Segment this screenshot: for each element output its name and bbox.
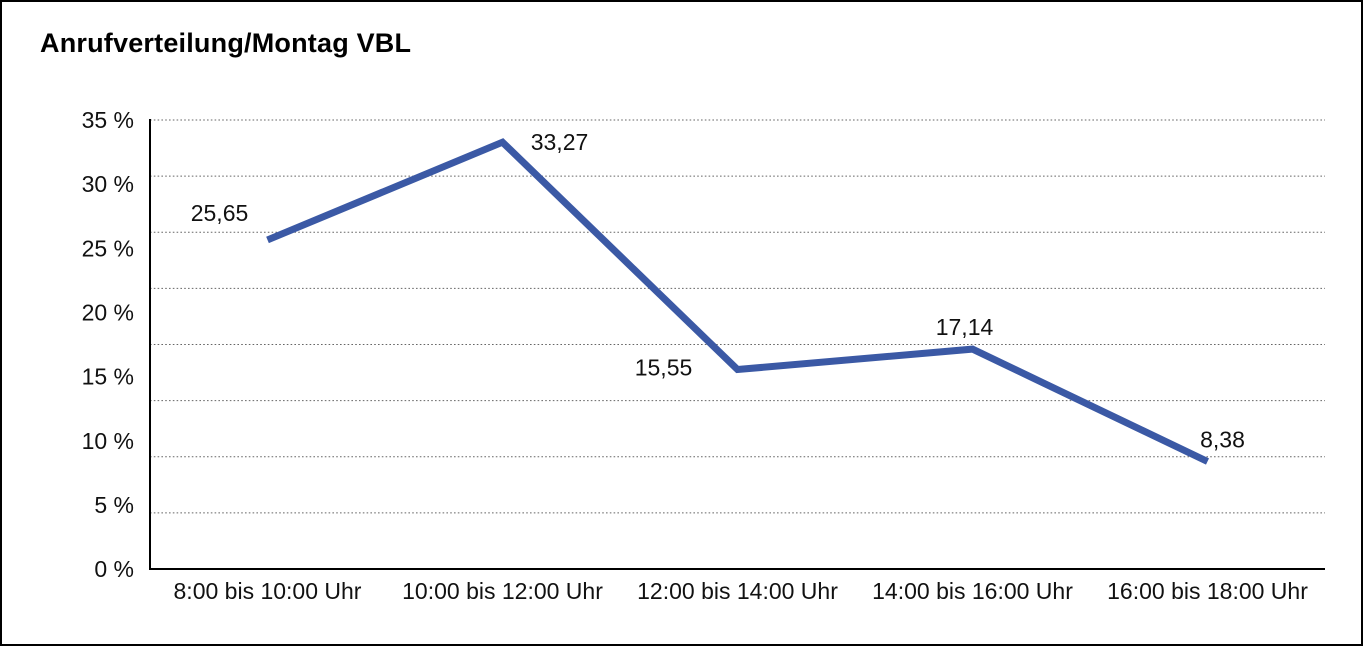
y-axis-tick-label: 35 % [82, 107, 134, 133]
x-axis-category-label: 12:00 bis 14:00 Uhr [637, 578, 838, 604]
y-axis-tick-label: 5 % [94, 492, 134, 518]
y-axis-tick-label: 0 % [94, 556, 134, 582]
y-axis-tick-label: 20 % [82, 299, 134, 325]
chart-title: Anrufverteilung/Montag VBL [40, 28, 412, 58]
data-point-label: 17,14 [936, 314, 994, 340]
y-axis-tick-label: 30 % [82, 171, 134, 197]
y-axis-tick-label: 10 % [82, 428, 134, 454]
y-axis-tick-label: 15 % [82, 364, 134, 390]
data-point-label: 25,65 [191, 200, 249, 226]
data-series-line [266, 138, 1210, 465]
y-axis-tick-label: 25 % [82, 235, 134, 261]
data-point-label: 8,38 [1200, 427, 1245, 453]
x-axis-category-label: 16:00 bis 18:00 Uhr [1107, 578, 1308, 604]
data-point-label: 33,27 [531, 129, 589, 155]
x-axis-category-label: 14:00 bis 16:00 Uhr [872, 578, 1073, 604]
x-axis-category-label: 8:00 bis 10:00 Uhr [174, 578, 362, 604]
data-point-label: 15,55 [635, 355, 693, 381]
x-axis-category-label: 10:00 bis 12:00 Uhr [402, 578, 603, 604]
